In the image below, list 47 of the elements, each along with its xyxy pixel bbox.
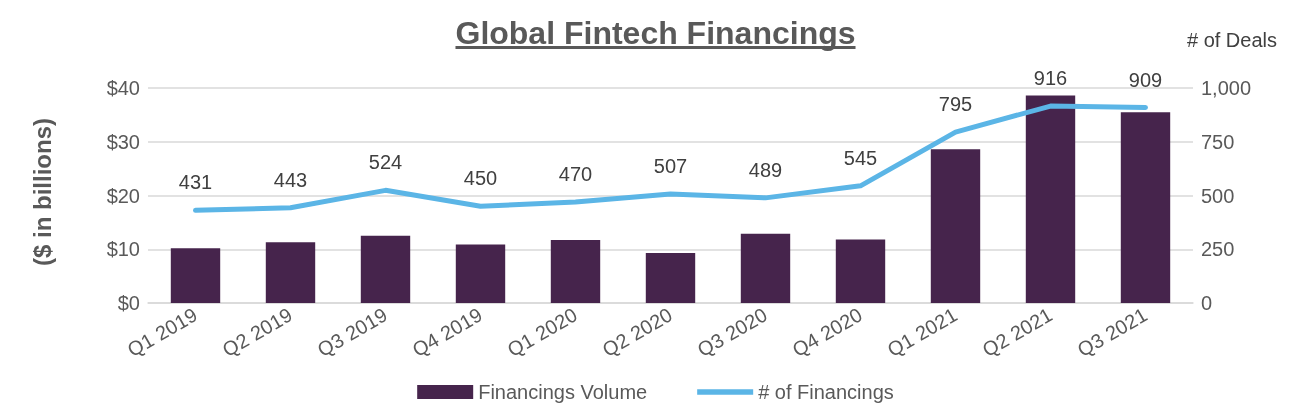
legend-label: Financings Volume [478, 381, 648, 403]
bar [740, 233, 791, 303]
data-label: 909 [1128, 68, 1163, 91]
x-tick-label: Q3 2019 [313, 303, 391, 361]
chart-title: Global Fintech Financings [455, 15, 856, 51]
y2-tick-label: 750 [1201, 130, 1235, 153]
data-label: 489 [748, 158, 783, 181]
y2-tick-label: 500 [1201, 184, 1235, 207]
x-tick-label: Q1 2021 [883, 303, 961, 361]
bar [930, 149, 981, 303]
data-label: 450 [463, 167, 498, 190]
y-axis-title: ($ in billions) [28, 118, 56, 266]
data-label: 470 [558, 162, 593, 185]
y2-tick-label: 1,000 [1201, 77, 1252, 99]
bar [835, 239, 886, 303]
data-label: 507 [653, 154, 688, 177]
y2-axis-title: # of Deals [1186, 29, 1278, 51]
x-tick-label: Q2 2019 [218, 303, 296, 361]
data-label: 524 [368, 151, 403, 174]
x-tick-label: Q2 2020 [598, 303, 676, 361]
bar [1120, 112, 1171, 303]
bar [645, 253, 696, 303]
bar [550, 240, 601, 303]
bar [455, 244, 506, 303]
x-tick-label: Q4 2019 [408, 303, 486, 361]
data-label: 545 [843, 146, 878, 169]
y-tick-label: $20 [106, 184, 140, 207]
x-tick-label: Q3 2021 [1073, 303, 1151, 361]
bar [265, 242, 316, 303]
bar [170, 248, 221, 303]
legend-label: # of Financings [758, 381, 894, 403]
x-tick-label: Q2 2021 [978, 303, 1056, 361]
y2-tick-label: 250 [1201, 238, 1235, 261]
y-tick-label: $10 [106, 238, 140, 261]
y-tick-label: $30 [106, 130, 140, 153]
x-tick-label: Q4 2020 [788, 303, 866, 361]
data-label: 443 [273, 168, 308, 191]
bar [1025, 95, 1076, 303]
x-tick-label: Q1 2020 [503, 303, 581, 361]
y-tick-label: $0 [117, 292, 140, 314]
x-tick-label: Q3 2020 [693, 303, 771, 361]
data-label: 916 [1033, 67, 1068, 90]
data-label: 795 [938, 93, 973, 116]
bar [360, 235, 411, 303]
y-tick-label: $40 [106, 77, 140, 99]
y2-tick-label: 0 [1201, 292, 1213, 314]
data-label: 431 [178, 171, 213, 194]
